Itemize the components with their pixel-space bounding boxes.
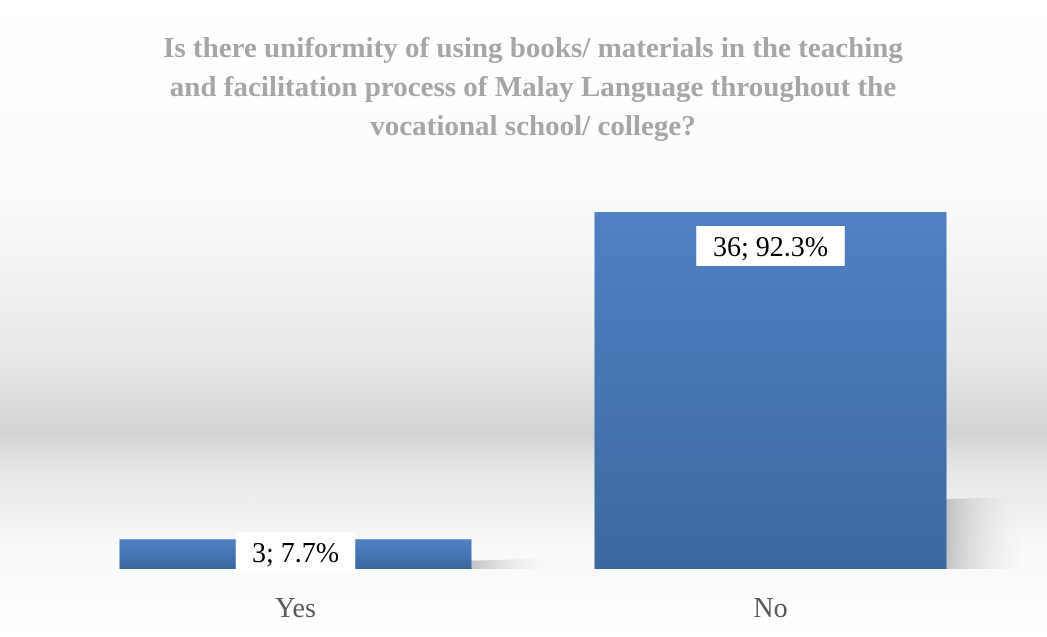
bar-no <box>594 212 947 569</box>
chart-title-line-1: Is there uniformity of using books/ mate… <box>163 32 903 64</box>
bar-shadow-yes <box>471 558 544 569</box>
data-label-box-no <box>696 226 845 266</box>
chart-title: Is there uniformity of using books/ mate… <box>163 32 903 142</box>
category-axis-labels: Yes No <box>275 593 787 624</box>
chart-title-line-2: and facilitation process of Malay Langua… <box>170 71 897 103</box>
data-labels: 3; 7.7% 36; 92.3% <box>235 226 845 573</box>
data-label-no: 36; 92.3% <box>696 226 845 266</box>
bars <box>119 212 1019 569</box>
chart-title-line-3: vocational school/ college? <box>370 110 695 142</box>
data-label-yes: 3; 7.7% <box>235 532 356 573</box>
bar-shadow-no <box>946 497 1019 569</box>
data-label-text-yes: 3; 7.7% <box>252 538 339 569</box>
data-label-text-no: 36; 92.3% <box>713 232 828 263</box>
category-label-no: No <box>753 593 787 624</box>
data-label-box-yes <box>235 532 356 573</box>
category-label-yes: Yes <box>275 593 316 624</box>
